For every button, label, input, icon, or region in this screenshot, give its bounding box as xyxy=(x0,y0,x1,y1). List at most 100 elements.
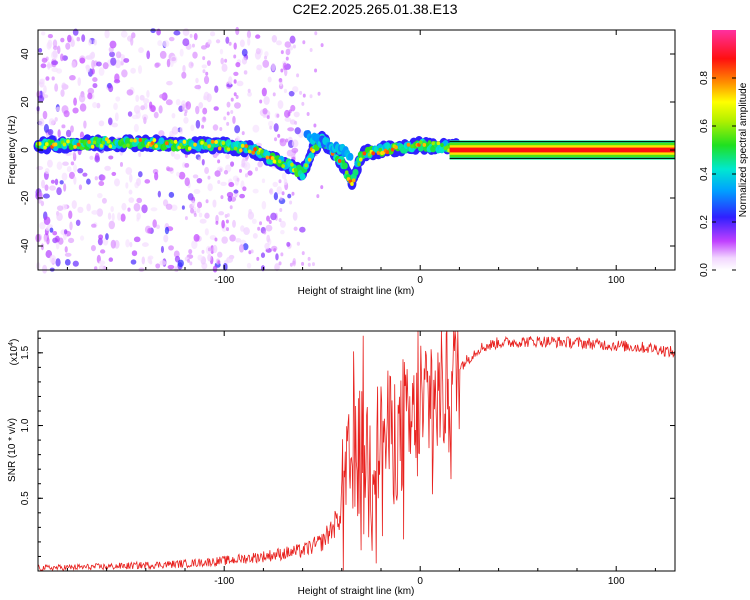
spectrogram-noise-cell xyxy=(138,151,142,158)
spectrogram-noise-cell xyxy=(115,51,122,59)
spectrogram-noise-cell xyxy=(292,211,298,221)
spectrogram-noise-cell xyxy=(159,50,167,59)
spectrogram-noise-cell xyxy=(200,45,207,50)
spectrogram-noise-cell xyxy=(248,208,253,215)
spectrogram-noise-cell xyxy=(52,45,58,51)
spectrogram-noise-cell xyxy=(205,199,209,204)
spectrogram-signal-cell xyxy=(101,140,106,145)
spectrogram-noise-cell xyxy=(72,151,76,158)
spectrogram-noise-cell xyxy=(281,191,285,196)
spectrogram-noise-cell xyxy=(154,62,160,68)
spectrogram-signal-cell xyxy=(133,138,137,143)
spectrogram-noise-cell xyxy=(217,260,221,265)
spectrogram-noise-cell xyxy=(194,84,202,90)
spectrogram-signal-cell xyxy=(108,144,113,149)
spectrogram-signal-cell xyxy=(341,159,345,164)
spectrogram-noise-cell xyxy=(165,99,173,106)
spectrogram-noise-cell xyxy=(131,32,136,39)
spectrogram-noise-cell xyxy=(219,48,224,55)
spectrogram-noise-cell xyxy=(141,242,149,247)
spectrogram-signal-cell xyxy=(307,157,312,162)
spectrogram-signal-cell xyxy=(304,163,308,168)
spectrogram-noise-cell xyxy=(42,94,49,99)
spectrogram-noise-cell xyxy=(47,128,54,136)
spectrogram-noise-cell xyxy=(214,237,218,242)
spectrogram-signal-cell xyxy=(427,140,432,145)
spectrogram-signal-cell xyxy=(359,157,363,162)
spectrogram-noise-cell xyxy=(228,182,235,188)
colorbar-label: Normalized spectral amplitude xyxy=(738,82,749,217)
spectrogram-noise-cell xyxy=(91,68,95,75)
spectrogram-noise-cell xyxy=(117,212,122,221)
spectrogram-signal-cell xyxy=(385,150,390,155)
spectrogram-signal-cell xyxy=(179,142,183,147)
spectrogram-noise-cell xyxy=(182,38,190,47)
spectrogram-noise-cell xyxy=(79,235,85,241)
spectrogram-noise-cell xyxy=(114,73,120,82)
spectrogram-noise-cell xyxy=(276,40,282,46)
spectrogram-noise-cell xyxy=(168,191,175,198)
spectrogram-noise-cell xyxy=(270,212,277,221)
spectrogram-signal-cell xyxy=(99,143,104,148)
spectrogram-noise-cell xyxy=(55,241,60,250)
spectrogram-noise-cell xyxy=(250,249,254,254)
spectrogram-signal-cell xyxy=(445,145,450,150)
spectrogram-noise-cell xyxy=(49,254,57,264)
snr-series-line xyxy=(37,330,675,572)
spectrogram-noise-cell xyxy=(225,154,230,160)
spectrogram-noise-cell xyxy=(225,36,230,44)
spectrogram-noise-cell xyxy=(242,186,247,192)
spectrogram-noise-cell xyxy=(40,200,45,207)
spectrogram-noise-cell xyxy=(273,123,279,132)
spectrogram-noise-cell xyxy=(236,80,244,87)
spectrogram-noise-cell xyxy=(192,174,199,179)
spectrogram-noise-cell xyxy=(280,68,284,73)
spectrogram-noise-cell xyxy=(261,200,267,210)
spectrogram-signal-cell xyxy=(251,150,256,155)
spectrogram-noise-cell xyxy=(207,175,211,180)
spectrogram-noise-cell xyxy=(70,125,74,133)
spectrogram-noise-cell xyxy=(99,249,106,254)
spectrogram-noise-cell xyxy=(111,212,115,222)
spectrogram-noise-cell xyxy=(72,107,79,114)
spectrogram-noise-cell xyxy=(291,147,299,153)
spectrogram-noise-cell xyxy=(269,189,273,194)
y-tick-label: -40 xyxy=(20,238,31,253)
spectrogram-noise-cell xyxy=(196,207,201,214)
spectrogram-noise-cell xyxy=(278,218,282,223)
spectrogram-noise-cell xyxy=(46,159,53,168)
spectrogram-noise-cell xyxy=(63,183,67,192)
spectrogram-noise-cell xyxy=(97,193,103,199)
spectrogram-noise-cell xyxy=(193,33,198,41)
spectrogram-signal-cell xyxy=(394,145,398,150)
spectrogram-noise-cell xyxy=(281,172,287,180)
spectrogram-noise-cell xyxy=(104,165,111,171)
spectrogram-signal-layer xyxy=(33,129,463,190)
spectrogram-noise-cell xyxy=(233,102,241,109)
spectrogram-noise-cell xyxy=(292,44,296,49)
spectrogram-noise-cell xyxy=(259,221,263,226)
spectrogram-noise-cell xyxy=(127,207,131,212)
spectrogram-signal-cell xyxy=(126,143,130,148)
spectrogram-noise-cell xyxy=(81,34,86,42)
spectrogram-noise-cell xyxy=(207,183,213,192)
spectrogram-noise-cell xyxy=(93,266,98,271)
spectrogram-noise-cell xyxy=(41,179,46,189)
spectrogram-noise-cell xyxy=(87,92,93,100)
spectrogram-noise-cell xyxy=(275,253,279,261)
spectrogram-noise-cell xyxy=(50,179,55,184)
spectrogram-signal-cell xyxy=(221,141,226,146)
spectrogram-noise-cell xyxy=(111,171,117,176)
spectrogram-noise-cell xyxy=(108,84,114,93)
spectrogram-signal-cell xyxy=(53,142,58,147)
spectrogram-noise-cell xyxy=(241,131,245,136)
spectrogram-noise-cell xyxy=(301,261,305,266)
spectrogram-noise-cell xyxy=(279,78,283,83)
spectrogram-carrier-band xyxy=(449,140,675,160)
y-tick-label: 1.0 xyxy=(20,418,31,432)
spectrogram-noise-cell xyxy=(242,243,249,251)
spectrogram-signal-cell xyxy=(154,144,158,149)
spectrogram-noise-cell xyxy=(320,185,324,190)
spectrogram-signal-cell xyxy=(122,144,127,149)
spectrogram-noise-cell xyxy=(309,94,313,99)
